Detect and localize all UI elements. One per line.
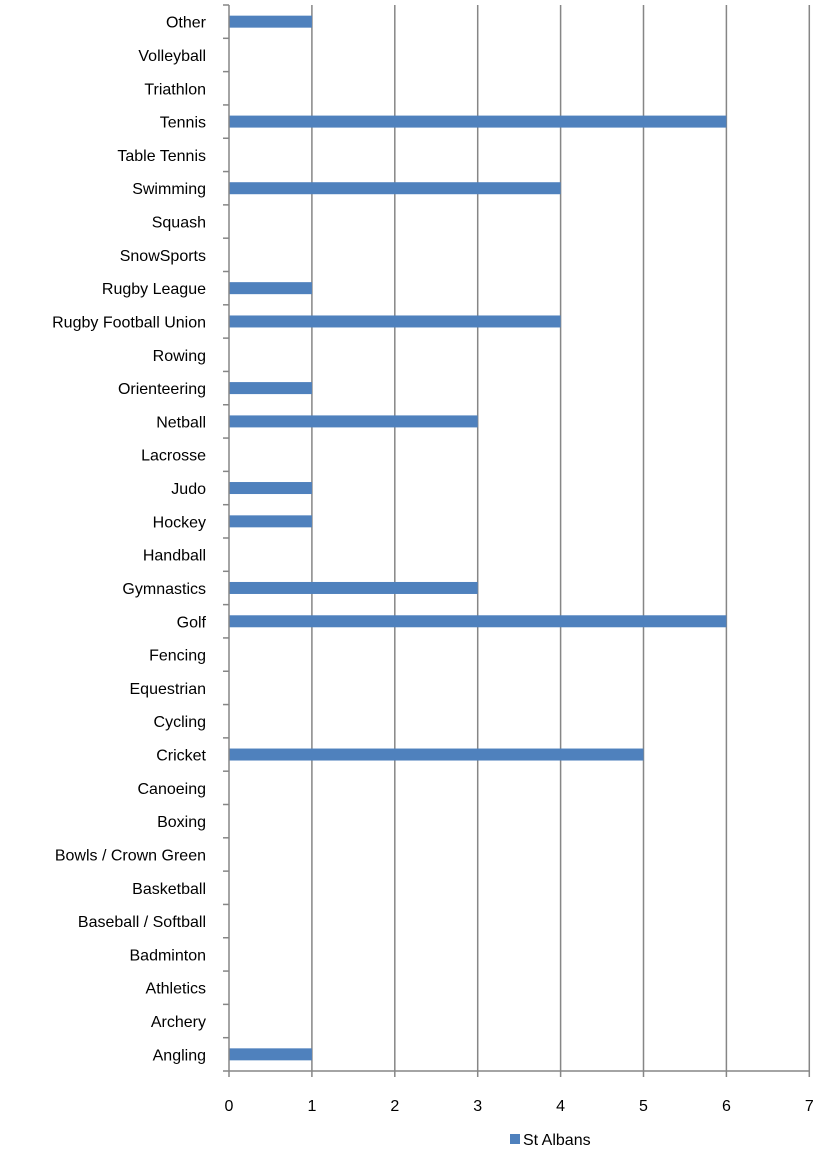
bar-swimming xyxy=(229,182,561,195)
category-label-athletics: Athletics xyxy=(146,981,206,998)
bars xyxy=(229,15,727,1061)
bar-netball xyxy=(229,415,478,428)
gridlines xyxy=(311,5,811,1071)
category-label-badminton: Badminton xyxy=(130,947,207,964)
category-label-snowsports: SnowSports xyxy=(120,248,206,265)
category-label-rugby-football-union: Rugby Football Union xyxy=(52,314,206,331)
bar-orienteering xyxy=(229,382,312,395)
bar-gymnastics xyxy=(229,581,478,594)
category-label-handball: Handball xyxy=(143,548,206,565)
category-label-volleyball: Volleyball xyxy=(138,48,206,65)
category-label-rugby-league: Rugby League xyxy=(102,281,206,298)
category-labels: Other Volleyball Triathlon Tennis Table Tenn… xyxy=(52,15,207,1065)
category-label-baseball-softball: Baseball / Softball xyxy=(78,914,206,931)
category-label-hockey: Hockey xyxy=(153,514,206,531)
category-label-orienteering: Orienteering xyxy=(118,381,206,398)
bar-hockey xyxy=(229,515,312,528)
legend-swatch xyxy=(510,1134,520,1144)
x-tick-label-7: 7 xyxy=(805,1098,814,1115)
x-tick-label-4: 4 xyxy=(556,1098,565,1115)
x-tick-label-2: 2 xyxy=(390,1098,399,1115)
category-label-cycling: Cycling xyxy=(154,714,206,731)
category-label-gymnastics: Gymnastics xyxy=(122,581,206,598)
category-label-canoeing: Canoeing xyxy=(138,781,207,798)
category-label-archery: Archery xyxy=(151,1014,206,1031)
category-label-bowls-crown-green: Bowls / Crown Green xyxy=(55,847,206,864)
category-label-lacrosse: Lacrosse xyxy=(141,448,206,465)
category-label-equestrian: Equestrian xyxy=(130,681,207,698)
bar-cricket xyxy=(229,748,644,761)
x-tick-label-0: 0 xyxy=(225,1098,234,1115)
category-label-boxing: Boxing xyxy=(157,814,206,831)
bar-angling xyxy=(229,1048,312,1061)
category-label-other: Other xyxy=(166,15,207,32)
category-label-angling: Angling xyxy=(153,1047,206,1064)
category-label-rowing: Rowing xyxy=(153,348,206,365)
category-label-fencing: Fencing xyxy=(149,648,206,665)
bar-golf xyxy=(229,615,727,628)
category-label-netball: Netball xyxy=(156,414,206,431)
bar-judo xyxy=(229,482,312,495)
x-tick-labels: 0 1 2 3 4 5 6 7 xyxy=(225,1098,814,1115)
category-label-judo: Judo xyxy=(171,481,206,498)
category-label-basketball: Basketball xyxy=(132,881,206,898)
bar-rugby-football-union xyxy=(229,315,561,328)
x-tick-label-6: 6 xyxy=(722,1098,731,1115)
category-label-golf: Golf xyxy=(177,614,207,631)
axes xyxy=(223,4,811,1077)
category-label-tennis: Tennis xyxy=(160,115,206,132)
bar-other xyxy=(229,15,312,28)
bar-tennis xyxy=(229,115,727,128)
category-label-squash: Squash xyxy=(152,215,206,232)
category-label-table-tennis: Table Tennis xyxy=(117,148,206,165)
legend: St Albans xyxy=(510,1132,591,1149)
x-tick-label-5: 5 xyxy=(639,1098,648,1115)
category-label-cricket: Cricket xyxy=(156,748,206,765)
category-label-triathlon: Triathlon xyxy=(144,81,206,98)
x-tick-label-1: 1 xyxy=(307,1098,316,1115)
x-tick-label-3: 3 xyxy=(473,1098,482,1115)
bar-rugby-league xyxy=(229,282,312,295)
category-label-swimming: Swimming xyxy=(132,181,206,198)
legend-label: St Albans xyxy=(523,1132,591,1149)
